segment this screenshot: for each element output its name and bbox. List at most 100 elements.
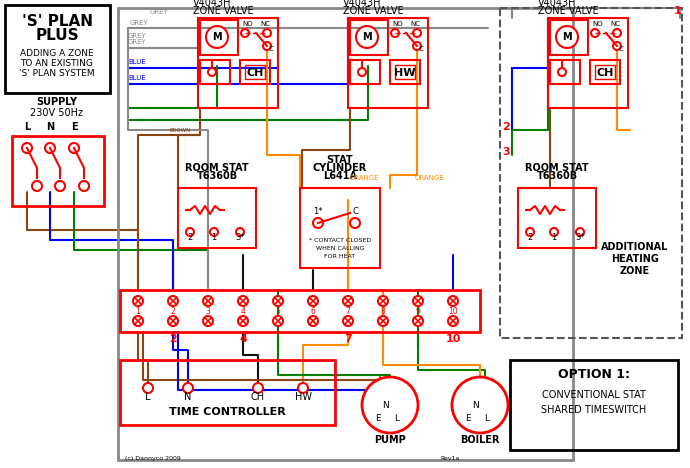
Circle shape bbox=[591, 29, 599, 37]
Text: 7: 7 bbox=[344, 334, 352, 344]
Bar bbox=[118, 8, 573, 460]
Text: GREY: GREY bbox=[128, 33, 147, 39]
Circle shape bbox=[133, 296, 143, 306]
Text: ADDITIONAL: ADDITIONAL bbox=[601, 242, 669, 252]
Circle shape bbox=[613, 29, 621, 37]
Text: 1: 1 bbox=[674, 6, 682, 16]
Text: M: M bbox=[362, 32, 372, 42]
Circle shape bbox=[203, 316, 213, 326]
Bar bbox=[245, 65, 265, 79]
Text: FOR HEAT: FOR HEAT bbox=[324, 254, 355, 259]
Text: 7: 7 bbox=[346, 307, 351, 315]
Text: CH: CH bbox=[251, 392, 265, 402]
Bar bbox=[120, 290, 480, 332]
Circle shape bbox=[343, 296, 353, 306]
Circle shape bbox=[448, 296, 458, 306]
Text: ROOM STAT: ROOM STAT bbox=[525, 163, 589, 173]
Bar bbox=[590, 60, 620, 84]
Text: 2: 2 bbox=[188, 233, 193, 242]
Text: N: N bbox=[472, 401, 479, 410]
Text: CYLINDER: CYLINDER bbox=[313, 163, 367, 173]
Circle shape bbox=[558, 68, 566, 76]
Text: 10: 10 bbox=[445, 334, 461, 344]
Bar bbox=[200, 60, 230, 84]
Text: 2: 2 bbox=[170, 307, 175, 315]
Circle shape bbox=[69, 143, 79, 153]
Text: V4043H: V4043H bbox=[343, 0, 382, 8]
Circle shape bbox=[413, 29, 421, 37]
Text: SHARED TIMESWITCH: SHARED TIMESWITCH bbox=[542, 405, 647, 415]
Text: GREY: GREY bbox=[128, 39, 147, 45]
Circle shape bbox=[358, 68, 366, 76]
Text: 4: 4 bbox=[239, 334, 247, 344]
Text: STAT: STAT bbox=[326, 155, 353, 165]
Circle shape bbox=[576, 228, 584, 236]
Text: 5: 5 bbox=[275, 307, 280, 315]
Text: 2: 2 bbox=[169, 334, 177, 344]
Text: CH: CH bbox=[246, 68, 264, 78]
Text: C: C bbox=[269, 46, 274, 52]
Text: 3*: 3* bbox=[575, 233, 585, 242]
Text: E: E bbox=[70, 122, 77, 132]
Circle shape bbox=[210, 228, 218, 236]
Text: BOILER: BOILER bbox=[460, 435, 500, 445]
Bar bbox=[500, 8, 682, 338]
Circle shape bbox=[362, 377, 418, 433]
Text: 3: 3 bbox=[206, 307, 210, 315]
Text: (c) Dannyco 2009: (c) Dannyco 2009 bbox=[125, 456, 181, 461]
Circle shape bbox=[168, 296, 178, 306]
Text: 1*: 1* bbox=[313, 207, 323, 216]
Circle shape bbox=[413, 296, 423, 306]
Circle shape bbox=[356, 26, 378, 48]
Bar bbox=[240, 60, 270, 84]
Text: BLUE: BLUE bbox=[128, 59, 146, 65]
Text: L: L bbox=[484, 414, 489, 423]
Circle shape bbox=[413, 42, 421, 50]
Circle shape bbox=[308, 296, 318, 306]
Text: NC: NC bbox=[610, 21, 620, 27]
Circle shape bbox=[273, 296, 283, 306]
Circle shape bbox=[206, 26, 228, 48]
Text: ZONE VALVE: ZONE VALVE bbox=[343, 6, 404, 16]
Circle shape bbox=[448, 316, 458, 326]
Text: WHEN CALLING: WHEN CALLING bbox=[316, 246, 364, 251]
Text: SUPPLY: SUPPLY bbox=[37, 97, 77, 107]
Circle shape bbox=[238, 296, 248, 306]
Text: L: L bbox=[24, 122, 30, 132]
Text: L: L bbox=[394, 414, 399, 423]
Text: E: E bbox=[375, 414, 381, 423]
Circle shape bbox=[452, 377, 508, 433]
Circle shape bbox=[298, 383, 308, 393]
Bar bbox=[5, 5, 110, 93]
Circle shape bbox=[183, 383, 193, 393]
Text: T6360B: T6360B bbox=[197, 171, 237, 181]
Circle shape bbox=[308, 316, 318, 326]
Circle shape bbox=[133, 316, 143, 326]
Text: M: M bbox=[562, 32, 572, 42]
Bar bbox=[595, 65, 615, 79]
Bar bbox=[350, 60, 380, 84]
Text: HEATING: HEATING bbox=[611, 254, 659, 264]
Circle shape bbox=[313, 218, 323, 228]
Circle shape bbox=[203, 296, 213, 306]
Circle shape bbox=[263, 29, 271, 37]
Text: TIME CONTROLLER: TIME CONTROLLER bbox=[168, 407, 286, 417]
Text: NO: NO bbox=[242, 21, 253, 27]
Circle shape bbox=[350, 218, 360, 228]
Text: PUMP: PUMP bbox=[374, 435, 406, 445]
Bar bbox=[200, 20, 238, 55]
Text: GREY: GREY bbox=[130, 20, 149, 26]
Circle shape bbox=[378, 296, 388, 306]
Circle shape bbox=[550, 228, 558, 236]
Text: GREY: GREY bbox=[150, 9, 169, 15]
Text: 230V 50Hz: 230V 50Hz bbox=[30, 108, 83, 118]
Text: N: N bbox=[184, 392, 192, 402]
Text: ZONE: ZONE bbox=[620, 266, 650, 276]
Bar bbox=[350, 20, 388, 55]
Text: BROWN: BROWN bbox=[170, 128, 191, 133]
Text: 1: 1 bbox=[211, 233, 217, 242]
Text: ORANGE: ORANGE bbox=[350, 175, 380, 181]
Bar bbox=[198, 18, 278, 108]
Bar bbox=[178, 188, 256, 248]
Text: NO: NO bbox=[392, 21, 403, 27]
